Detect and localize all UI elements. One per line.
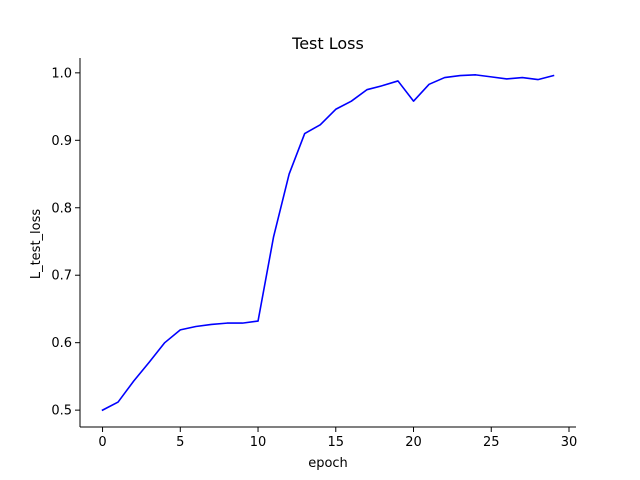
chart-title: Test Loss (291, 34, 364, 53)
x-tick-label: 30 (561, 435, 578, 450)
y-tick-label: 0.8 (51, 201, 72, 216)
x-tick-label: 15 (328, 435, 345, 450)
y-tick-label: 0.6 (51, 336, 72, 351)
series-line (101, 74, 555, 412)
y-tick-label: 1.0 (51, 66, 72, 81)
series-layer (101, 74, 555, 412)
y-tick-label: 0.9 (51, 134, 72, 149)
y-axis-label: L_test_loss (29, 209, 44, 280)
y-tick-label: 0.7 (51, 269, 72, 284)
y-axis-ticks: 0.5 0.6 0.7 0.8 0.9 1.0 (51, 66, 80, 419)
x-tick-label: 5 (176, 435, 184, 450)
x-axis-label: epoch (308, 456, 348, 471)
plot-area: 0 5 10 15 20 25 30 0.5 0.6 0.7 0.8 0.9 1.0 (51, 58, 577, 450)
x-axis-ticks: 0 5 10 15 20 25 30 (98, 427, 577, 450)
x-tick-label: 10 (250, 435, 267, 450)
x-tick-label: 0 (98, 435, 106, 450)
x-tick-label: 20 (405, 435, 422, 450)
x-tick-label: 25 (483, 435, 500, 450)
y-tick-label: 0.5 (51, 404, 72, 419)
